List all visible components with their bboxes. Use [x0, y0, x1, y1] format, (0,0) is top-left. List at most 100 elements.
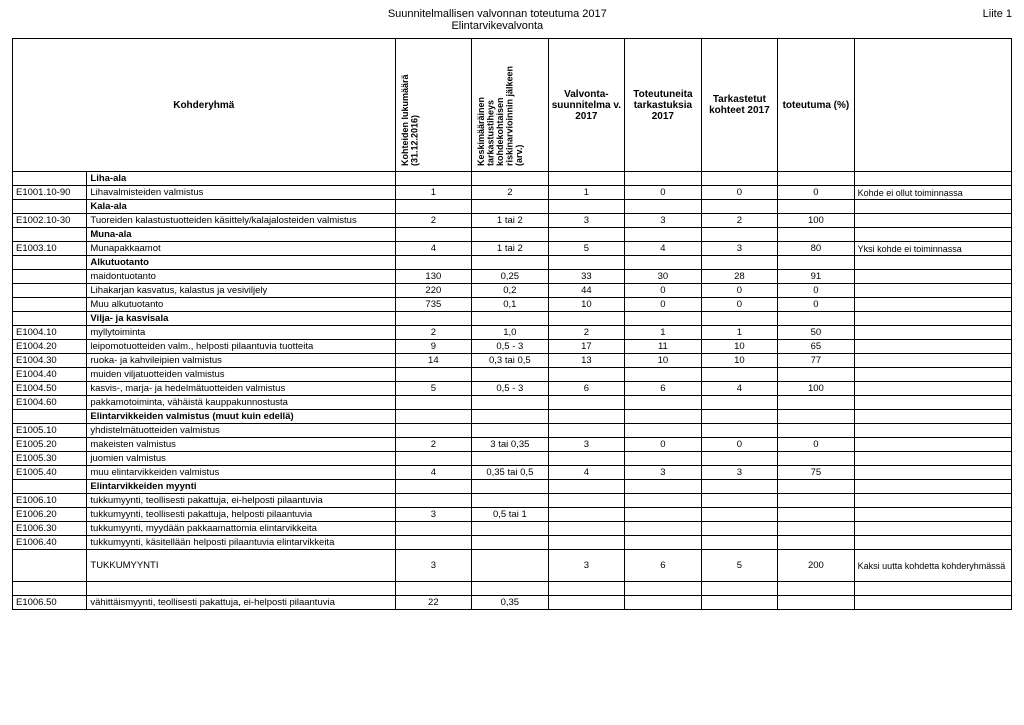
- cell: [854, 536, 1011, 550]
- cell: yhdistelmätuotteiden valmistus: [87, 424, 395, 438]
- cell: [701, 256, 778, 270]
- cell: [548, 522, 625, 536]
- cell: 17: [548, 340, 625, 354]
- cell: [472, 452, 549, 466]
- cell: 6: [548, 382, 625, 396]
- cell: E1002.10-30: [13, 214, 87, 228]
- cell: 22: [395, 596, 472, 610]
- cell: Lihavalmisteiden valmistus: [87, 186, 395, 200]
- cell: vähittäismyynti, teollisesti pakattuja, …: [87, 596, 395, 610]
- cell: 10: [701, 354, 778, 368]
- cell: 2: [395, 438, 472, 452]
- cell: Muu alkutuotanto: [87, 298, 395, 312]
- cell: [625, 508, 702, 522]
- cell: 1: [625, 326, 702, 340]
- cell: 0: [625, 298, 702, 312]
- table-row: E1006.50vähittäismyynti, teollisesti pak…: [13, 596, 1012, 610]
- cell: 3: [395, 508, 472, 522]
- cell: [625, 368, 702, 382]
- cell: [472, 536, 549, 550]
- cell: [548, 200, 625, 214]
- appendix-label: Liite 1: [983, 8, 1012, 32]
- cell: [854, 200, 1011, 214]
- table-row: E1006.40tukkumyynti, käsitellään helpost…: [13, 536, 1012, 550]
- cell: [854, 354, 1011, 368]
- cell: 0: [701, 298, 778, 312]
- cell: 77: [778, 354, 855, 368]
- cell: [548, 536, 625, 550]
- cell: [701, 312, 778, 326]
- table-row: E1006.20tukkumyynti, teollisesti pakattu…: [13, 508, 1012, 522]
- table-row: E1005.20makeisten valmistus23 tai 0,3530…: [13, 438, 1012, 452]
- cell: 1: [548, 186, 625, 200]
- cell: 13: [548, 354, 625, 368]
- cell: [854, 396, 1011, 410]
- cell: [625, 172, 702, 186]
- cell: [625, 522, 702, 536]
- cell: [548, 256, 625, 270]
- table-row: TUKKUMYYNTI3365200Kaksi uutta kohdetta k…: [13, 550, 1012, 582]
- cell: [472, 424, 549, 438]
- cell: 0: [778, 186, 855, 200]
- cell: 130: [395, 270, 472, 284]
- cell: 0,5 - 3: [472, 382, 549, 396]
- cell: [395, 312, 472, 326]
- cell: 0,35: [472, 596, 549, 610]
- table-row: E1005.30juomien valmistus: [13, 452, 1012, 466]
- table-row: E1001.10-90Lihavalmisteiden valmistus121…: [13, 186, 1012, 200]
- cell: [625, 536, 702, 550]
- cell: [625, 256, 702, 270]
- cell: E1004.50: [13, 382, 87, 396]
- cell: [472, 480, 549, 494]
- cell: E1005.20: [13, 438, 87, 452]
- cell: [778, 256, 855, 270]
- cell: 65: [778, 340, 855, 354]
- cell: 100: [778, 214, 855, 228]
- cell: E1006.40: [13, 536, 87, 550]
- cell: [778, 536, 855, 550]
- cell: [625, 596, 702, 610]
- cell: [472, 228, 549, 242]
- table-row: maidontuotanto1300,2533302891: [13, 270, 1012, 284]
- cell: 33: [548, 270, 625, 284]
- cell: [778, 410, 855, 424]
- table-row: Lihakarjan kasvatus, kalastus ja vesivil…: [13, 284, 1012, 298]
- cell: [13, 480, 87, 494]
- cell: E1006.10: [13, 494, 87, 508]
- cell: 44: [548, 284, 625, 298]
- cell: maidontuotanto: [87, 270, 395, 284]
- cell: 2: [701, 214, 778, 228]
- cell: E1004.30: [13, 354, 87, 368]
- cell: 6: [625, 382, 702, 396]
- cell: Tuoreiden kalastustuotteiden käsittely/k…: [87, 214, 395, 228]
- table-row: E1002.10-30Tuoreiden kalastustuotteiden …: [13, 214, 1012, 228]
- cell: [472, 172, 549, 186]
- cell: leipomotuotteiden valm., helposti pilaan…: [87, 340, 395, 354]
- cell: [854, 424, 1011, 438]
- title-line2: Elintarvikevalvonta: [12, 20, 983, 32]
- cell: [854, 284, 1011, 298]
- cell: 1 tai 2: [472, 242, 549, 256]
- table-row: E1004.60pakkamotoiminta, vähäistä kauppa…: [13, 396, 1012, 410]
- cell: [472, 396, 549, 410]
- main-table: Kohderyhmä Kohteiden lukumäärä (31.12.20…: [12, 38, 1012, 610]
- cell: E1004.10: [13, 326, 87, 340]
- cell: Liha-ala: [87, 172, 395, 186]
- table-row: Muna-ala: [13, 228, 1012, 242]
- cell: [701, 396, 778, 410]
- col-note: [854, 39, 1011, 172]
- cell: 0,35 tai 0,5: [472, 466, 549, 480]
- table-row: Vilja- ja kasvisala: [13, 312, 1012, 326]
- cell: [854, 312, 1011, 326]
- table-row: E1006.30tukkumyynti, myydään pakkaamatto…: [13, 522, 1012, 536]
- cell: [548, 228, 625, 242]
- cell: [778, 228, 855, 242]
- cell: 3 tai 0,35: [472, 438, 549, 452]
- cell: 3: [625, 214, 702, 228]
- cell: 30: [625, 270, 702, 284]
- cell: [395, 396, 472, 410]
- cell: [701, 172, 778, 186]
- cell: [854, 340, 1011, 354]
- table-row: Liha-ala: [13, 172, 1012, 186]
- col-toteutuneita: Toteutuneita tarkastuksia 2017: [625, 39, 702, 172]
